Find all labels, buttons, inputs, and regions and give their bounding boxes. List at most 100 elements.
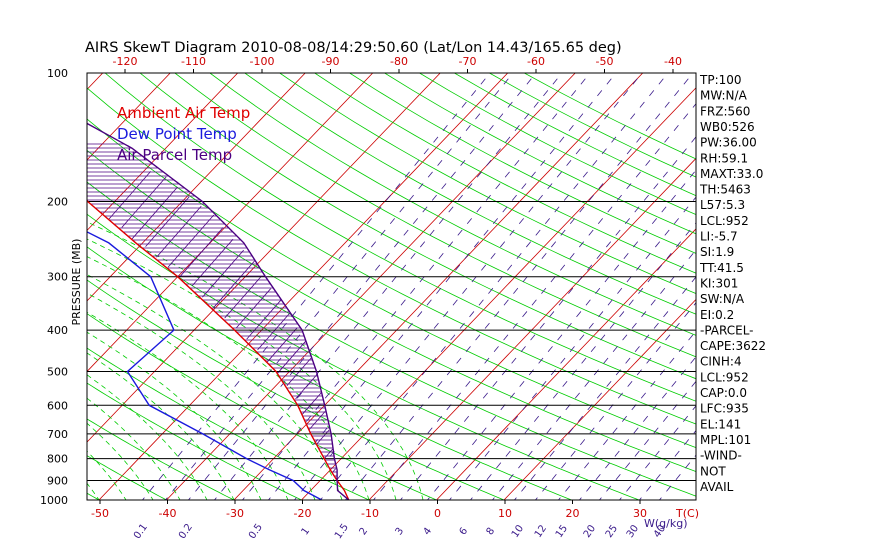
dew-point-line (87, 231, 323, 500)
mixing-ratio-tick-label: 25 (604, 523, 620, 540)
ambient-temp-line (87, 199, 350, 500)
mixing-ratio-line (267, 73, 617, 500)
mixing-ratio-unit-label: W(g/kg) (644, 517, 688, 530)
stat-line: -PARCEL- (700, 323, 754, 337)
mixing-ratio-line (187, 73, 537, 500)
bottom-temp-tick-label: 30 (633, 507, 647, 520)
isotherm-line (503, 298, 696, 500)
moist-adiabat (87, 397, 181, 500)
mixing-ratio-line (469, 222, 696, 500)
isotherm-line (87, 73, 374, 373)
stat-line: CAPE:3622 (700, 339, 766, 353)
mixing-ratio-line (557, 330, 696, 500)
stat-line: LFC:935 (700, 402, 749, 416)
dry-adiabat (139, 73, 696, 380)
dry-adiabat (87, 149, 696, 472)
cape-hatch-line (145, 196, 190, 247)
dry-adiabat (87, 118, 696, 449)
mixing-ratio-tick-label: 0.5 (247, 522, 265, 541)
cape-hatch-line (156, 205, 202, 258)
cape-hatch-line (131, 186, 178, 240)
bottom-temp-tick-label: 20 (566, 507, 580, 520)
cape-hatch-line (167, 214, 215, 268)
mixing-ratio-line (491, 249, 696, 500)
stat-line: SW:N/A (700, 292, 745, 306)
cape-hatching (87, 143, 338, 481)
stat-line: WB0:526 (700, 120, 755, 134)
dry-adiabat (0, 54, 47, 510)
mixing-ratio-line (399, 136, 696, 500)
dry-adiabat (87, 213, 641, 500)
isobars (87, 201, 696, 481)
mixing-ratio-tick-label: 4 (422, 526, 435, 538)
bottom-temp-tick-label: 0 (434, 507, 441, 520)
moist-adiabat (87, 331, 262, 500)
isotherm-line (0, 53, 54, 509)
top-temp-tick-label: -110 (181, 55, 206, 68)
stat-line: -WIND- (700, 449, 742, 463)
plot-border (86, 72, 697, 501)
stat-line: LCL:952 (700, 214, 749, 228)
top-temp-tick-label: -70 (459, 55, 477, 68)
stat-line: EL:141 (700, 417, 741, 431)
stat-line: PW:36.00 (700, 136, 757, 150)
stat-line: SI:1.9 (700, 245, 734, 259)
pressure-tick-label: 900 (47, 474, 68, 487)
top-temp-tick-label: -120 (113, 55, 138, 68)
pressure-tick-label: 700 (47, 428, 68, 441)
mixing-ratio-line (618, 405, 696, 500)
dry-adiabat (87, 418, 235, 500)
mixing-ratio-line (426, 169, 696, 500)
profiles (87, 122, 350, 500)
mixing-ratio-tick-label: 0.2 (177, 522, 195, 541)
cape-hatch-line (323, 448, 333, 459)
mixing-ratio-line (598, 380, 696, 500)
isotherm-line (300, 87, 696, 500)
mixing-ratio-tick-label: 30 (625, 523, 641, 540)
top-temp-tick-label: -100 (250, 55, 275, 68)
dry-adiabat (279, 73, 696, 294)
dry-adiabat (87, 246, 573, 500)
cape-hatch-line (295, 374, 317, 400)
mixing-ratio-line (372, 103, 696, 500)
stat-line: KI:301 (700, 276, 738, 290)
mixing-ratio-line (534, 302, 696, 500)
moist-adiabat (87, 352, 235, 500)
dry-adiabat (523, 73, 696, 160)
y-axis-label: PRESSURE (MB) (70, 239, 83, 326)
stat-line: NOT (700, 464, 726, 478)
mixing-ratio-line (213, 73, 563, 500)
mixing-ratio-tick-label: 20 (582, 523, 598, 540)
stat-line: AVAIL (700, 480, 734, 494)
mixing-ratio-tick-label: 12 (533, 523, 549, 540)
isotherm-line (87, 73, 239, 232)
pressure-tick-label: 800 (47, 453, 68, 466)
dry-adiabat (104, 73, 696, 402)
mixing-ratio-tick-label: 2 (358, 526, 371, 538)
cape-hatch-line (302, 392, 322, 415)
cape-hatch-line (202, 249, 244, 298)
pressure-tick-label: 300 (47, 271, 68, 284)
mixing-ratio-tick-label: 8 (485, 526, 498, 538)
x-axis-label: T(C) (675, 507, 699, 520)
dry-adiabat (209, 73, 696, 336)
isotherm-line (87, 73, 441, 443)
dry-adiabat (313, 73, 696, 274)
bottom-temp-tick-label: 10 (498, 507, 512, 520)
stat-line: FRZ:560 (700, 104, 750, 118)
moist-adiabat (87, 274, 343, 500)
bottom-temp-tick-label: -40 (159, 507, 177, 520)
bottom-temp-tick-label: -50 (91, 507, 109, 520)
mixing-ratio-line (513, 276, 696, 500)
stat-line: MPL:101 (700, 433, 751, 447)
chart-title: AIRS SkewT Diagram 2010-08-08/14:29:50.6… (85, 40, 622, 56)
moist-adiabat (87, 292, 316, 500)
legend-entry: Dew Point Temp (117, 125, 237, 143)
mixing-ratio-line (164, 73, 514, 500)
moist-adiabat (87, 238, 397, 500)
cape-hatch-line (224, 276, 262, 319)
isotherm-line (98, 73, 509, 500)
pressure-tick-label: 100 (47, 67, 68, 80)
